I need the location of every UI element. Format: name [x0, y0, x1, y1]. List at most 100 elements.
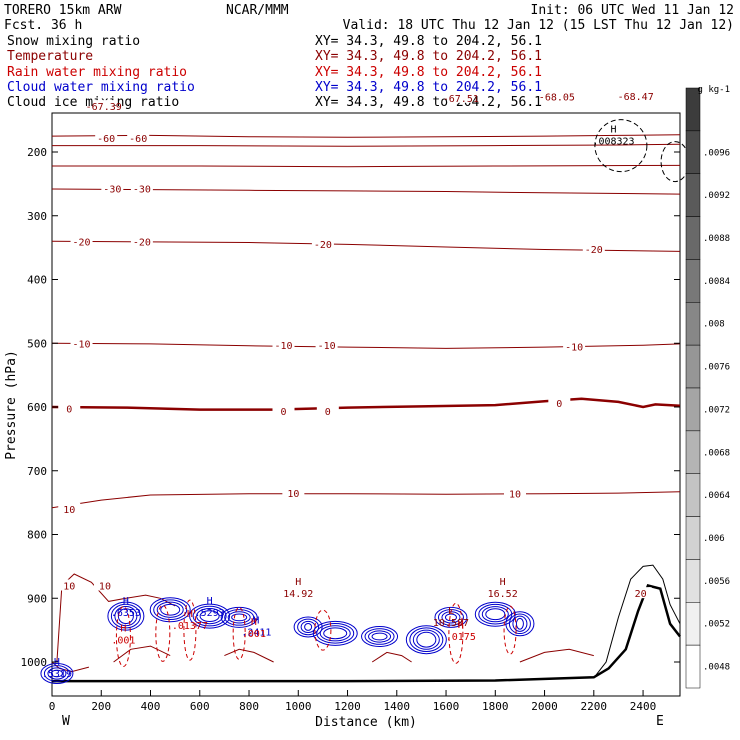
extremum-value: .5319	[42, 669, 72, 680]
extremum-marker: H	[187, 609, 193, 620]
cloud-ice-contour	[660, 141, 690, 183]
extremum-value: .5293	[195, 608, 225, 619]
contour-label: -30	[133, 184, 151, 195]
cloud-water-contour	[368, 630, 392, 643]
cloud-water-contour	[199, 610, 220, 622]
x-tick-label: 2000	[531, 700, 558, 713]
extremum-marker: H	[458, 620, 464, 631]
x-end-left: W	[62, 714, 70, 729]
boundary-contour	[224, 648, 274, 663]
extremum-marker: H	[120, 624, 126, 635]
extremum-value: .001	[111, 636, 135, 647]
cloud-water-contour	[361, 626, 399, 647]
colorbar-label: .0084	[703, 277, 730, 287]
cloud-water-contour	[47, 667, 67, 680]
cloud-water-contour	[297, 618, 320, 636]
cloud-water-contour	[405, 625, 447, 655]
extremum-value: .01377	[172, 621, 208, 632]
contour-label: 10	[99, 582, 111, 593]
model-title: TORERO 15km ARW	[4, 3, 122, 18]
cloud-water-contour	[485, 608, 506, 621]
x-tick-label: 400	[141, 700, 161, 713]
y-tick-label: 1000	[21, 656, 48, 669]
cloud-water-contour	[43, 665, 70, 682]
rain-contour	[115, 606, 131, 667]
cloud-water-contour	[160, 603, 181, 616]
contour-label-bg	[563, 340, 586, 352]
extremum-marker: H	[610, 124, 616, 135]
terrain-line	[52, 584, 681, 683]
contour-label-bg	[130, 182, 153, 194]
colorbar-segment	[685, 302, 701, 346]
contour-label: 10	[63, 582, 75, 593]
forecast-hour: Fcst. 36 h	[4, 18, 82, 33]
contour-label-bg	[58, 579, 81, 591]
x-tick-label: 2400	[630, 700, 657, 713]
contour-label: 20	[635, 589, 647, 600]
contour-label: 0	[556, 399, 562, 410]
contour-label: -10	[73, 339, 91, 350]
contour-label: 10	[509, 490, 521, 501]
y-tick-label: 800	[27, 529, 47, 542]
contour-label: -60	[129, 134, 147, 145]
rain-contour	[503, 605, 517, 655]
temperature-contour	[51, 342, 681, 349]
colorbar-label: .008	[703, 320, 725, 330]
contour-label: -20	[314, 240, 332, 251]
cloud-water-contour	[192, 605, 227, 627]
y-tick-label: 700	[27, 465, 47, 478]
contour-label: -10	[274, 341, 292, 352]
field-xy-cloud-ice: XY= 34.3, 49.8 to 204.2, 56.1	[315, 95, 542, 110]
colorbar-segment	[685, 387, 701, 432]
cloud-water-contour	[156, 601, 184, 618]
contour-label-bg	[624, 89, 647, 101]
cloud-water-contour	[312, 620, 358, 646]
contour-label: -68.05	[539, 93, 575, 104]
contour-label: -30	[103, 184, 121, 195]
x-tick-label: 1400	[384, 700, 411, 713]
boundary-contour	[51, 661, 90, 673]
contour-label-bg	[58, 503, 81, 514]
colorbar-label: .0088	[703, 234, 730, 244]
rain-contour	[314, 609, 332, 651]
colorbar-label: .006	[703, 534, 725, 544]
colorbar-segment	[685, 430, 701, 474]
rain-contour	[155, 604, 171, 662]
cloud-water-contour	[50, 669, 63, 678]
colorbar-label: .0056	[703, 577, 730, 587]
field-xy-snow: XY= 34.3, 49.8 to 204.2, 56.1	[315, 34, 542, 49]
terrain-outline	[593, 564, 681, 679]
contour-label-bg	[449, 91, 472, 103]
cloud-water-contour	[437, 609, 464, 626]
cloud-water-contour	[110, 603, 141, 629]
contour-label-bg	[95, 131, 118, 143]
x-tick-label: 1600	[433, 700, 460, 713]
rain-contour	[183, 599, 197, 661]
cloud-water-contour	[481, 606, 509, 623]
y-tick-label: 300	[27, 210, 47, 223]
colorbar-label: .0048	[703, 663, 730, 673]
colorbar-segment	[685, 602, 701, 646]
colorbar-segment	[685, 473, 701, 517]
colorbar-label: .0076	[703, 363, 730, 373]
contour-label-bg	[545, 90, 568, 102]
extremum-value: .008323	[592, 136, 634, 147]
colorbar-segment	[685, 259, 701, 303]
cloud-water-contour	[231, 613, 248, 622]
colorbar-label: .0096	[703, 148, 730, 158]
cloud-ice-contour	[594, 119, 648, 173]
cloud-water-contour	[409, 627, 444, 652]
colorbar-segment	[685, 173, 701, 217]
contour-label-bg	[503, 487, 526, 499]
x-tick-label: 200	[91, 700, 111, 713]
colorbar-segment	[685, 559, 701, 603]
field-label-rain: Rain water mixing ratio	[7, 65, 187, 80]
cloud-water-contour	[444, 613, 457, 622]
cloud-water-contour	[319, 625, 351, 642]
colorbar-segment	[685, 216, 701, 260]
cloud-water-contour	[304, 623, 313, 631]
temperature-contour	[52, 143, 681, 147]
extremum-marker: H	[207, 596, 213, 607]
contour-label-bg	[311, 237, 334, 249]
